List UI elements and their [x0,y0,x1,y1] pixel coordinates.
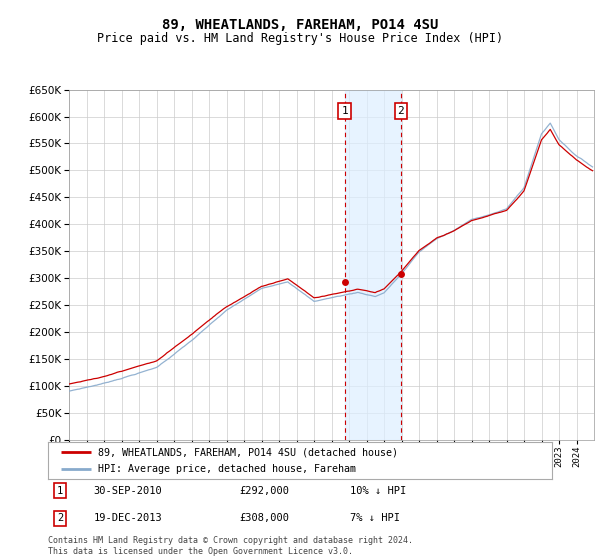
Text: 7% ↓ HPI: 7% ↓ HPI [350,514,400,524]
Bar [344,90,401,440]
Text: Price paid vs. HM Land Registry's House Price Index (HPI): Price paid vs. HM Land Registry's House … [97,32,503,45]
Text: £292,000: £292,000 [239,486,290,496]
Text: HPI: Average price, detached house, Fareham: HPI: Average price, detached house, Fare… [98,464,356,474]
Text: 10% ↓ HPI: 10% ↓ HPI [350,486,407,496]
Text: £308,000: £308,000 [239,514,290,524]
Text: 2: 2 [398,106,404,116]
Text: 89, WHEATLANDS, FAREHAM, PO14 4SU (detached house): 89, WHEATLANDS, FAREHAM, PO14 4SU (detac… [98,447,398,457]
Text: 2: 2 [57,514,64,524]
Text: 89, WHEATLANDS, FAREHAM, PO14 4SU: 89, WHEATLANDS, FAREHAM, PO14 4SU [162,18,438,32]
Text: 30-SEP-2010: 30-SEP-2010 [94,486,162,496]
Text: Contains HM Land Registry data © Crown copyright and database right 2024.
This d: Contains HM Land Registry data © Crown c… [48,536,413,556]
Text: 1: 1 [341,106,348,116]
Text: 1: 1 [57,486,64,496]
Text: 19-DEC-2013: 19-DEC-2013 [94,514,162,524]
